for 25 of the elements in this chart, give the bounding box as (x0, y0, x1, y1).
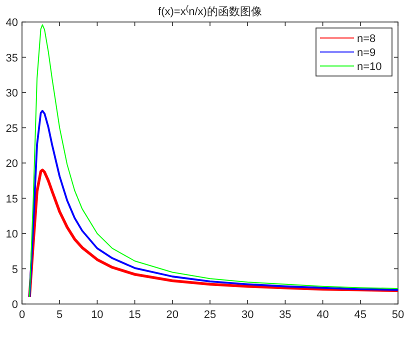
x-tick-label: 50 (392, 309, 404, 321)
x-tick-label: 40 (316, 309, 329, 321)
chart-title: f(x)=x$^{(}$n/x)的函数图像 (158, 4, 262, 18)
y-tick-label: 30 (6, 88, 18, 100)
legend-label: n=9 (357, 47, 376, 59)
y-tick-label: 40 (6, 17, 18, 29)
x-tick-label: 25 (204, 309, 216, 321)
y-tick-label: 15 (6, 193, 18, 206)
y-tick-label: 5 (12, 264, 18, 276)
x-tick-label: 45 (354, 309, 367, 321)
legend-label: n=8 (357, 33, 376, 45)
x-tick-label: 15 (128, 309, 141, 321)
line-series (28, 110, 399, 298)
x-tick-label: 35 (279, 309, 292, 321)
y-tick-label: 20 (6, 158, 18, 170)
y-tick-label: 10 (6, 228, 18, 240)
x-tick-label: 30 (241, 309, 254, 321)
line-series (29, 24, 398, 298)
legend-label: n=10 (357, 61, 382, 73)
y-tick-label: 35 (6, 52, 18, 64)
x-tick-label: 10 (91, 309, 104, 321)
y-tick-label: 0 (12, 299, 18, 311)
x-tick-label: 20 (166, 309, 179, 321)
y-tick-label: 25 (6, 122, 18, 135)
x-tick-label: 5 (56, 309, 63, 321)
